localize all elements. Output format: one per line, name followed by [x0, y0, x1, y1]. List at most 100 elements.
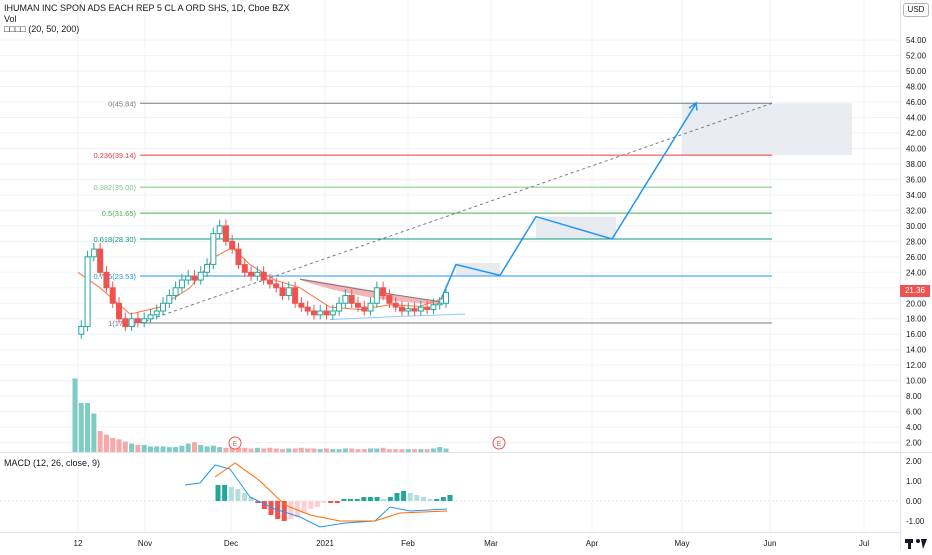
candle-body: [405, 308, 412, 312]
volume-bar: [166, 447, 172, 452]
macd-legend: MACD (12, 26, close, 9): [4, 458, 101, 468]
volume-bar: [437, 447, 443, 452]
candle-body: [279, 287, 286, 297]
earnings-marker-label: E: [233, 441, 238, 448]
time-axis-label: 12: [74, 539, 83, 548]
volume-bar: [298, 447, 304, 452]
symbol-title: IHUMAN INC SPON ADS EACH REP 5 CL A ORD …: [4, 3, 290, 13]
candle-body: [424, 306, 431, 310]
candle-body: [348, 295, 355, 304]
price-axis-tick: 10.00: [906, 377, 927, 386]
macd-axis-tick: 2.00: [906, 457, 922, 466]
candle-body: [342, 295, 349, 304]
candle-body: [178, 279, 185, 289]
volume-bar: [386, 449, 392, 452]
macd-histogram-bar: [222, 485, 228, 501]
volume-bar: [317, 449, 323, 452]
macd-histogram-bar: [354, 499, 360, 501]
candle-body: [304, 306, 311, 312]
earnings-marker[interactable]: [228, 436, 242, 450]
volume-bar: [336, 449, 342, 452]
projection-path: [440, 103, 697, 300]
volume-bar: [355, 449, 361, 452]
price-axis-tick: 46.00: [906, 98, 927, 107]
price-axis-tick: 2.00: [906, 439, 922, 448]
time-axis-label: May: [674, 539, 689, 548]
volume-bar: [116, 439, 122, 452]
volume-bar: [204, 446, 210, 452]
candle-body: [380, 287, 387, 297]
macd-histogram-bar: [440, 497, 446, 501]
candle-body: [90, 248, 97, 258]
time-axis-label: Dec: [224, 539, 238, 548]
volume-bar: [342, 448, 348, 452]
currency-badge[interactable]: USD: [903, 3, 929, 17]
volume-bar: [97, 431, 103, 452]
ma-50-line: [299, 278, 441, 303]
macd-histogram-bar: [420, 497, 426, 501]
volume-bar: [324, 448, 330, 452]
time-axis-label: Apr: [586, 539, 599, 548]
volume-bar: [273, 448, 279, 452]
candle-body: [443, 291, 449, 304]
price-axis-tick: 44.00: [906, 114, 927, 123]
volume-bar: [154, 446, 160, 452]
macd-histogram-bar: [348, 499, 354, 501]
time-axis-label: Jul: [859, 539, 869, 548]
volume-bar: [330, 449, 336, 452]
volume-bar: [85, 403, 91, 452]
macd-histogram-bar: [434, 499, 440, 501]
volume-bar: [160, 446, 166, 452]
candle-body: [97, 248, 104, 273]
price-axis-tick: 24.00: [906, 268, 927, 277]
time-axis-label: Feb: [401, 539, 415, 548]
candle-body: [298, 302, 305, 308]
volume-bar: [110, 438, 116, 452]
volume-bar: [217, 447, 223, 452]
volume-bar: [147, 446, 153, 452]
projection-arrowhead: [688, 101, 698, 111]
volume-bar: [418, 449, 424, 452]
candle-body: [197, 271, 204, 281]
price-axis-tick: 32.00: [906, 206, 927, 215]
macd-signal-line: [214, 462, 448, 522]
candle-body: [317, 310, 324, 316]
volume-bar: [91, 413, 97, 452]
macd-axis-tick: 1.00: [906, 477, 922, 486]
volume-bar: [135, 445, 141, 452]
time-axis-label: 2021: [316, 539, 334, 548]
candle-body: [417, 306, 424, 312]
fib-level-label: 0.786(23.53): [93, 272, 136, 281]
price-axis-tick: 34.00: [906, 191, 927, 200]
time-axis-label: Mar: [484, 539, 498, 548]
candle-body: [241, 264, 248, 273]
volume-bar: [292, 448, 298, 452]
price-axis-tick: 28.00: [906, 237, 927, 246]
fib-level-label: 0.5(31.65): [102, 209, 137, 218]
macd-histogram-bar: [361, 497, 367, 501]
volume-bar: [305, 448, 311, 452]
volume-bar: [78, 403, 84, 452]
candle-body: [235, 248, 242, 266]
earnings-marker[interactable]: [492, 436, 506, 450]
candle-body: [392, 302, 399, 308]
macd-histogram-bar: [288, 501, 294, 519]
ma-200-line: [329, 313, 466, 321]
ma-20-line: [77, 246, 448, 315]
candle-body: [172, 287, 179, 297]
candle-body: [373, 287, 380, 304]
candle-body: [160, 302, 167, 312]
volume-bar: [173, 447, 179, 452]
macd-histogram-bar: [255, 501, 261, 503]
macd-histogram-bar: [321, 501, 327, 503]
volume-bar: [361, 449, 367, 452]
macd-histogram-bar: [268, 501, 274, 515]
volume-legend: Vol: [4, 14, 17, 24]
volume-bar: [261, 448, 267, 452]
macd-histogram-bar: [301, 501, 307, 513]
price-axis-tick: 12.00: [906, 361, 927, 370]
candle-body: [310, 310, 317, 316]
volume-bar: [185, 443, 191, 452]
